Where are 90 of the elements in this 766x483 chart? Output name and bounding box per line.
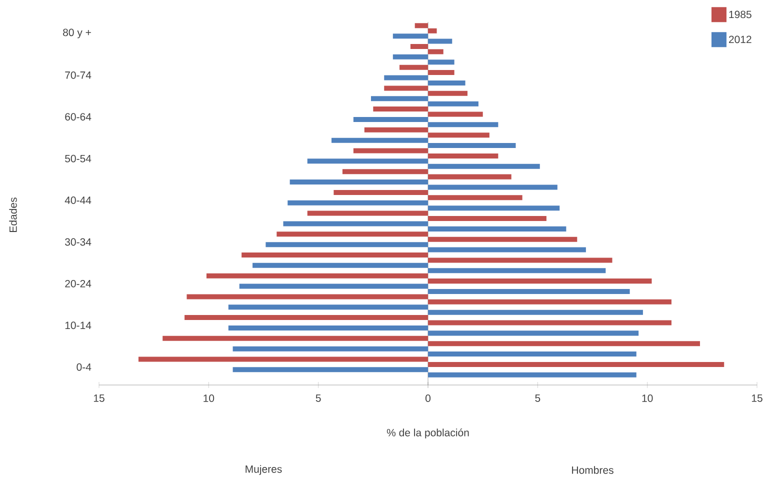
legend-label: 1985 <box>729 10 752 18</box>
y-tick-label: 40-44 <box>64 196 92 204</box>
bar <box>428 258 612 263</box>
bar <box>410 44 428 49</box>
bar <box>331 138 428 143</box>
bar <box>162 336 428 341</box>
bar <box>428 164 540 169</box>
bar <box>428 362 724 367</box>
bar <box>428 112 483 117</box>
bar <box>342 169 428 174</box>
bar <box>186 294 428 300</box>
bar <box>399 64 428 70</box>
bar <box>428 38 452 44</box>
bar <box>428 352 636 357</box>
bar <box>353 116 428 122</box>
bar <box>353 148 428 154</box>
bar <box>384 86 428 91</box>
bar <box>392 54 428 60</box>
bar <box>138 356 428 362</box>
bar <box>428 226 566 232</box>
bar <box>307 210 428 216</box>
x-tick-label: 15 <box>752 394 762 402</box>
bar <box>428 174 512 180</box>
bar <box>428 28 437 34</box>
bar <box>252 262 428 268</box>
bar <box>428 195 522 200</box>
x-tick-label: 10 <box>642 394 653 402</box>
y-tick-label: 60-64 <box>65 113 92 121</box>
bar <box>373 106 428 112</box>
bar <box>428 122 498 128</box>
bar <box>370 96 428 102</box>
y-tick-label: 30-34 <box>65 238 92 246</box>
y-tick-label: 50-54 <box>65 154 92 162</box>
bar <box>276 232 428 237</box>
bar <box>428 49 444 54</box>
x-tick-label: 15 <box>94 394 104 402</box>
x-tick-label: 5 <box>535 394 540 402</box>
text: Mujeres <box>246 465 282 475</box>
y-tick-label: 70-74 <box>65 71 92 79</box>
y-tick-label: 80 y + <box>63 28 91 38</box>
bar <box>206 273 428 278</box>
bar <box>428 216 546 222</box>
bar <box>232 346 428 352</box>
bar <box>428 80 466 86</box>
text: Hombres <box>572 466 614 474</box>
bar <box>428 153 498 158</box>
bar <box>428 247 586 252</box>
bar <box>428 299 672 304</box>
bar <box>428 320 672 326</box>
bar <box>290 180 428 185</box>
bar <box>242 252 428 258</box>
bar <box>428 372 636 378</box>
y-tick-label: 20-24 <box>65 280 92 288</box>
x-tick-label: 10 <box>204 394 214 402</box>
bar <box>239 284 428 289</box>
bar <box>428 60 454 65</box>
bar <box>428 236 578 242</box>
bar <box>364 127 428 132</box>
y-tick-label: 0-4 <box>76 363 92 371</box>
bar <box>428 288 630 294</box>
bar <box>184 315 428 320</box>
bar <box>283 221 428 226</box>
bar <box>428 341 700 346</box>
bar <box>428 330 639 336</box>
legend-label: 2012 <box>729 36 752 44</box>
x-tick-label: 0 <box>425 394 431 402</box>
bar <box>428 90 468 96</box>
y-axis-title: Edades <box>9 198 17 232</box>
bar <box>428 143 516 148</box>
y-tick-label: 10-14 <box>65 322 92 330</box>
bar <box>307 158 428 164</box>
bar <box>228 325 428 330</box>
bar <box>414 23 428 28</box>
bar <box>232 367 428 372</box>
bar <box>288 200 428 206</box>
bar <box>428 184 558 190</box>
bar <box>228 304 428 310</box>
bar <box>428 70 454 76</box>
x-tick-label: 5 <box>316 394 321 402</box>
x-axis-title: % de la población <box>386 428 469 438</box>
bar <box>428 278 652 284</box>
bar <box>392 34 428 39</box>
bar <box>428 101 478 106</box>
bar <box>428 268 606 274</box>
bar <box>428 310 643 315</box>
bar <box>384 75 428 80</box>
bar <box>428 132 490 138</box>
bar <box>428 206 560 211</box>
bar <box>334 190 428 195</box>
bar <box>266 242 428 248</box>
